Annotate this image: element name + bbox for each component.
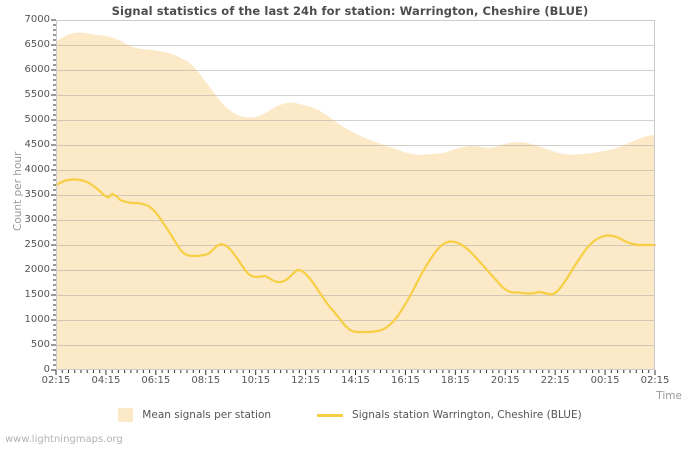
y-tick-label: 6500 <box>24 39 50 50</box>
chart-legend: Mean signals per station Signals station… <box>0 408 700 422</box>
y-tick-label: 3500 <box>24 189 50 200</box>
y-tick-label: 2500 <box>24 239 50 250</box>
y-tick-label: 4500 <box>24 139 50 150</box>
y-tick-label: 5500 <box>24 89 50 100</box>
y-tick-label: 4000 <box>24 164 50 175</box>
x-tick-label: 04:15 <box>91 375 121 386</box>
x-tick-label: 12:15 <box>291 375 320 386</box>
x-tick-label: 20:15 <box>490 375 520 386</box>
x-tick-label: 02:15 <box>41 375 71 386</box>
legend-label-mean: Mean signals per station <box>142 409 272 421</box>
y-tick-label: 5000 <box>24 114 50 125</box>
y-tick-label: 6000 <box>24 64 50 75</box>
area-swatch-icon <box>118 408 134 422</box>
y-tick-label: 7000 <box>24 14 50 25</box>
legend-label-station: Signals station Warrington, Cheshire (BL… <box>352 409 582 421</box>
x-tick-label: 14:15 <box>341 375 370 386</box>
x-tick-label: 18:15 <box>440 375 470 386</box>
y-tick-label: 0 <box>43 364 50 375</box>
y-tick-label: 1000 <box>24 314 50 325</box>
x-tick-label: 06:15 <box>141 375 171 386</box>
y-tick-label: 1500 <box>24 289 50 300</box>
legend-item-station[interactable]: Signals station Warrington, Cheshire (BL… <box>317 409 582 421</box>
watermark-text: www.lightningmaps.org <box>5 434 123 445</box>
x-tick-label: 16:15 <box>390 375 420 386</box>
y-tick-label: 3000 <box>24 214 50 225</box>
y-tick-label: 500 <box>30 339 50 350</box>
y-tick-label: 2000 <box>24 264 50 275</box>
line-swatch-icon <box>317 413 344 417</box>
x-tick-label: 00:15 <box>590 375 620 386</box>
x-tick-label: 02:15 <box>640 375 670 386</box>
x-tick-label: 08:15 <box>191 375 221 386</box>
chart-title: Signal statistics of the last 24h for st… <box>111 4 589 18</box>
x-tick-label: 22:15 <box>540 375 570 386</box>
legend-item-mean[interactable]: Mean signals per station <box>118 408 271 422</box>
x-tick-label: 10:15 <box>241 375 271 386</box>
x-axis-title: Time <box>656 390 682 402</box>
